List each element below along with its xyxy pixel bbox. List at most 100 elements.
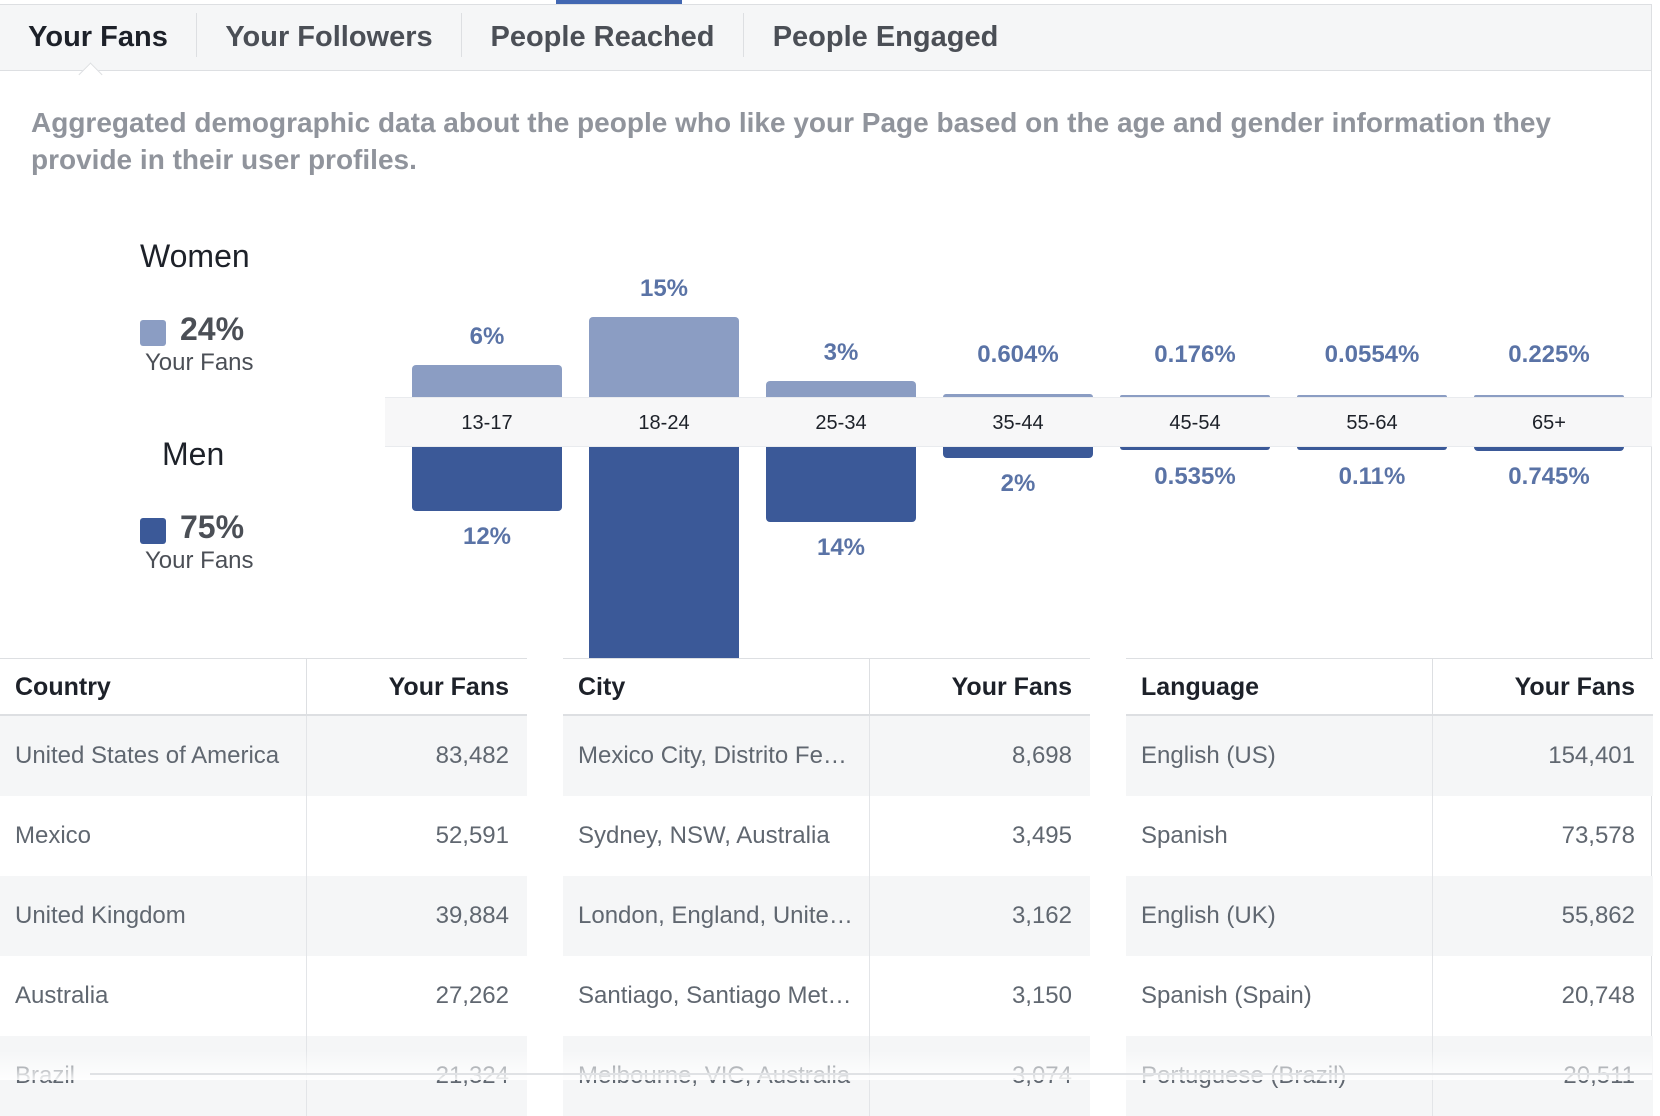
table-row[interactable]: Spanish 73,578	[1126, 796, 1653, 876]
row-value: 3,162	[1011, 902, 1072, 929]
row-value: 8,698	[1011, 742, 1072, 769]
row-name: Mexico City, Distrito Fe…	[578, 742, 847, 769]
country-table: Country Your Fans United States of America…	[0, 658, 527, 1116]
row-value: 27,262	[435, 982, 509, 1009]
men-value-55-64: 0.11%	[1338, 463, 1406, 490]
column-divider	[1432, 956, 1433, 1036]
men-bar-18-24[interactable]	[589, 447, 739, 694]
legend-women-percent: 24%	[180, 311, 245, 347]
table-row[interactable]: London, England, Unite… 3,162	[563, 876, 1090, 956]
row-value: 3,495	[1011, 822, 1072, 849]
women-bar-13-17[interactable]	[412, 364, 562, 397]
tab-divider	[461, 13, 462, 57]
table-header: Language Your Fans	[1126, 658, 1653, 716]
women-value-25-34: 3%	[823, 338, 859, 366]
tab-divider	[196, 13, 197, 57]
age-label-55-64: 55-64	[1346, 412, 1398, 434]
column-header-your-fans[interactable]: Your Fans	[388, 672, 509, 701]
active-page-indicator	[556, 0, 682, 4]
column-divider	[1432, 796, 1433, 876]
women-value-35-44: 0.604%	[977, 341, 1059, 368]
city-table: City Your Fans Mexico City, Distrito Fe… 8,…	[563, 658, 1090, 1116]
women-bar-45-54[interactable]	[1120, 395, 1270, 397]
column-divider	[869, 876, 870, 956]
men-value-65+: 0.745%	[1508, 463, 1590, 490]
panel-right-border	[1651, 4, 1652, 1080]
women-value-65+: 0.225%	[1508, 341, 1590, 368]
legend-men-label: Your Fans	[145, 547, 254, 574]
age-label-45-54: 45-54	[1169, 412, 1221, 434]
table-row[interactable]: English (US) 154,401	[1126, 716, 1653, 796]
table-row[interactable]: Mexico City, Distrito Fe… 8,698	[563, 716, 1090, 796]
column-divider	[306, 716, 307, 796]
table-header: City Your Fans	[563, 658, 1090, 716]
age-label-65+: 65+	[1532, 412, 1566, 434]
table-row[interactable]: Spanish (Spain) 20,748	[1126, 956, 1653, 1036]
women-bar-55-64[interactable]	[1297, 395, 1447, 397]
women-value-55-64: 0.0554%	[1324, 341, 1420, 368]
column-header-country[interactable]: Country	[15, 672, 111, 701]
column-header-language[interactable]: Language	[1141, 672, 1260, 701]
legend-men-swatch	[140, 518, 166, 544]
legend-men-percent: 75%	[180, 509, 245, 545]
column-divider	[306, 659, 307, 715]
men-bar-65+[interactable]	[1474, 447, 1624, 451]
column-divider	[306, 796, 307, 876]
row-value: 83,482	[435, 742, 509, 769]
men-value-45-54: 0.535%	[1154, 463, 1236, 490]
column-divider	[1432, 876, 1433, 956]
column-header-your-fans[interactable]: Your Fans	[1514, 672, 1635, 701]
tab-divider	[743, 13, 744, 57]
row-value: 39,884	[435, 902, 509, 929]
table-row[interactable]: English (UK) 55,862	[1126, 876, 1653, 956]
row-value: 3,150	[1011, 982, 1072, 1009]
tab-bar: Your Fans Your Followers People Reached …	[0, 5, 1652, 87]
scrollbar-track[interactable]	[90, 1073, 1652, 1075]
table-row[interactable]: United States of America 83,482	[0, 716, 527, 796]
men-value-35-44: 2%	[1000, 469, 1036, 497]
row-name: Santiago, Santiago Met…	[578, 982, 852, 1009]
men-value-13-17: 12%	[462, 523, 512, 551]
women-value-13-17: 6%	[469, 322, 505, 350]
women-bar-35-44[interactable]	[943, 393, 1093, 397]
age-label-35-44: 35-44	[992, 412, 1044, 434]
row-name: Spanish (Spain)	[1141, 982, 1312, 1009]
women-bar-25-34[interactable]	[766, 380, 916, 397]
table-row[interactable]: Sydney, NSW, Australia 3,495	[563, 796, 1090, 876]
women-bar-65+[interactable]	[1474, 395, 1624, 397]
tab-people-engaged[interactable]: People Engaged	[772, 21, 999, 53]
scroll-fade	[0, 1050, 1652, 1080]
men-bar-25-34[interactable]	[766, 447, 916, 522]
row-name: London, England, Unite…	[578, 902, 853, 929]
row-value: 55,862	[1561, 902, 1635, 929]
row-name: Australia	[15, 982, 109, 1009]
table-header: Country Your Fans	[0, 658, 527, 716]
women-value-45-54: 0.176%	[1154, 341, 1236, 368]
men-bar-35-44[interactable]	[943, 447, 1093, 458]
row-value: 73,578	[1561, 822, 1635, 849]
table-row[interactable]: Australia 27,262	[0, 956, 527, 1036]
column-divider	[306, 876, 307, 956]
row-name: Spanish	[1141, 822, 1228, 849]
row-name: Mexico	[15, 822, 92, 849]
page-description: Aggregated demographic data about the pe…	[31, 107, 1551, 175]
legend-women-label: Your Fans	[145, 349, 254, 376]
tab-people-reached[interactable]: People Reached	[490, 21, 715, 53]
tab-your-followers[interactable]: Your Followers	[225, 21, 433, 53]
row-name: English (US)	[1141, 742, 1276, 769]
table-row[interactable]: Mexico 52,591	[0, 796, 527, 876]
top-border	[0, 4, 1652, 5]
row-value: 154,401	[1548, 742, 1635, 769]
women-bar-18-24[interactable]	[589, 316, 739, 397]
column-header-city[interactable]: City	[578, 672, 626, 701]
column-divider	[869, 716, 870, 796]
table-row[interactable]: Santiago, Santiago Met… 3,150	[563, 956, 1090, 1036]
tab-your-fans[interactable]: Your Fans	[28, 21, 168, 53]
column-header-your-fans[interactable]: Your Fans	[951, 672, 1072, 701]
men-bar-13-17[interactable]	[412, 447, 562, 512]
row-name: Sydney, NSW, Australia	[578, 822, 830, 849]
men-bar-45-54[interactable]	[1120, 447, 1270, 450]
table-row[interactable]: United Kingdom 39,884	[0, 876, 527, 956]
men-bar-55-64[interactable]	[1297, 447, 1447, 450]
column-divider	[1432, 659, 1433, 715]
